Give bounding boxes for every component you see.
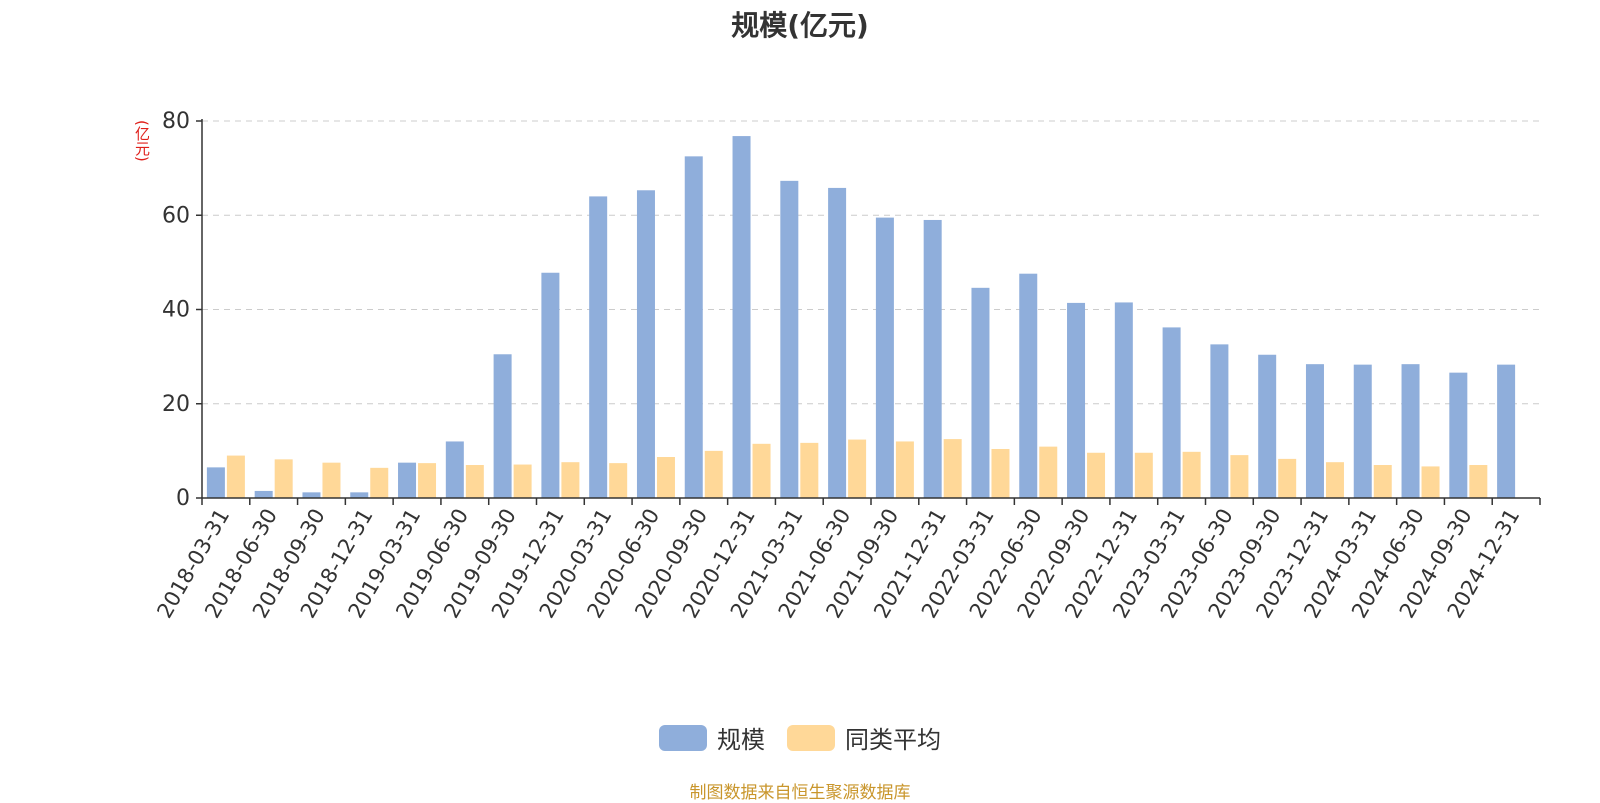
bar-scale[interactable] [1305, 364, 1324, 498]
bar-peer-average[interactable] [752, 443, 771, 498]
bar-scale[interactable] [1210, 344, 1229, 498]
bar-scale[interactable] [254, 490, 273, 498]
bar-peer-average[interactable] [1134, 452, 1153, 498]
bar-peer-average[interactable] [561, 462, 580, 498]
bar-scale[interactable] [1401, 364, 1420, 498]
bar-peer-average[interactable] [895, 441, 914, 498]
bar-scale[interactable] [684, 156, 703, 498]
bar-scale[interactable] [875, 217, 894, 498]
bar-scale[interactable] [206, 467, 225, 498]
bar-scale[interactable] [1162, 327, 1181, 498]
bar-peer-average[interactable] [1087, 452, 1106, 498]
legend-label-series-1: 同类平均 [845, 726, 941, 754]
y-axis-unit-label: (亿元) [133, 120, 151, 162]
legend-swatch-series-1 [787, 724, 835, 751]
bar-peer-average[interactable] [370, 467, 389, 498]
bar-chart: 0204060802018-03-312018-06-302018-09-302… [152, 109, 1541, 622]
bar-peer-average[interactable] [513, 464, 532, 498]
bar-peer-average[interactable] [656, 457, 675, 498]
bar-peer-average[interactable] [1469, 465, 1488, 498]
bar-peer-average[interactable] [418, 463, 437, 498]
bar-peer-average[interactable] [848, 439, 867, 498]
legend-swatch-series-0 [659, 724, 707, 751]
bar-peer-average[interactable] [322, 462, 341, 498]
bar-scale[interactable] [732, 136, 751, 498]
bars [206, 136, 1516, 499]
bar-peer-average[interactable] [274, 459, 293, 498]
y-tick-label: 0 [176, 486, 190, 511]
bar-peer-average[interactable] [1230, 455, 1249, 498]
bar-peer-average[interactable] [465, 465, 484, 498]
legend-item-series-1[interactable]: 同类平均 [787, 720, 941, 755]
bar-scale[interactable] [589, 196, 608, 498]
chart-title: 规模(亿元) [731, 9, 869, 42]
bar-scale[interactable] [398, 462, 417, 498]
bar-scale[interactable] [828, 187, 847, 499]
bar-peer-average[interactable] [1421, 466, 1440, 498]
bar-peer-average[interactable] [991, 448, 1010, 498]
bar-peer-average[interactable] [800, 442, 819, 498]
source-note: 制图数据来自恒生聚源数据库 [689, 783, 911, 803]
bar-scale[interactable] [780, 180, 799, 498]
axes: 0204060802018-03-312018-06-302018-09-302… [152, 109, 1541, 622]
bar-scale[interactable] [493, 354, 512, 498]
bar-scale[interactable] [636, 190, 655, 498]
bar-scale[interactable] [1114, 302, 1133, 498]
bar-peer-average[interactable] [943, 439, 962, 498]
bar-scale[interactable] [445, 441, 464, 498]
bar-scale[interactable] [1258, 354, 1277, 498]
bar-scale[interactable] [350, 492, 369, 498]
bar-peer-average[interactable] [704, 450, 723, 498]
bar-scale[interactable] [541, 272, 560, 498]
bar-scale[interactable] [1019, 273, 1038, 498]
bar-peer-average[interactable] [1278, 458, 1297, 498]
y-tick-label: 60 [162, 203, 190, 228]
y-tick-label: 80 [162, 109, 190, 134]
legend-label-series-0: 规模 [717, 726, 765, 754]
bar-peer-average[interactable] [1373, 465, 1392, 498]
bar-peer-average[interactable] [1039, 446, 1058, 498]
bar-scale[interactable] [1497, 364, 1516, 498]
bar-peer-average[interactable] [1325, 462, 1344, 498]
bar-scale[interactable] [302, 492, 321, 498]
bar-scale[interactable] [971, 287, 990, 498]
bar-scale[interactable] [1449, 372, 1468, 498]
bar-scale[interactable] [923, 219, 942, 498]
y-tick-label: 20 [162, 392, 190, 417]
legend: 规模 同类平均 [0, 720, 1600, 755]
bar-scale[interactable] [1067, 302, 1086, 498]
grid-lines [202, 120, 1540, 405]
legend-item-series-0[interactable]: 规模 [659, 720, 765, 755]
bar-peer-average[interactable] [609, 463, 628, 498]
bar-peer-average[interactable] [1182, 451, 1201, 498]
y-tick-label: 40 [162, 298, 190, 323]
bar-peer-average[interactable] [226, 455, 245, 498]
bar-scale[interactable] [1353, 364, 1372, 498]
